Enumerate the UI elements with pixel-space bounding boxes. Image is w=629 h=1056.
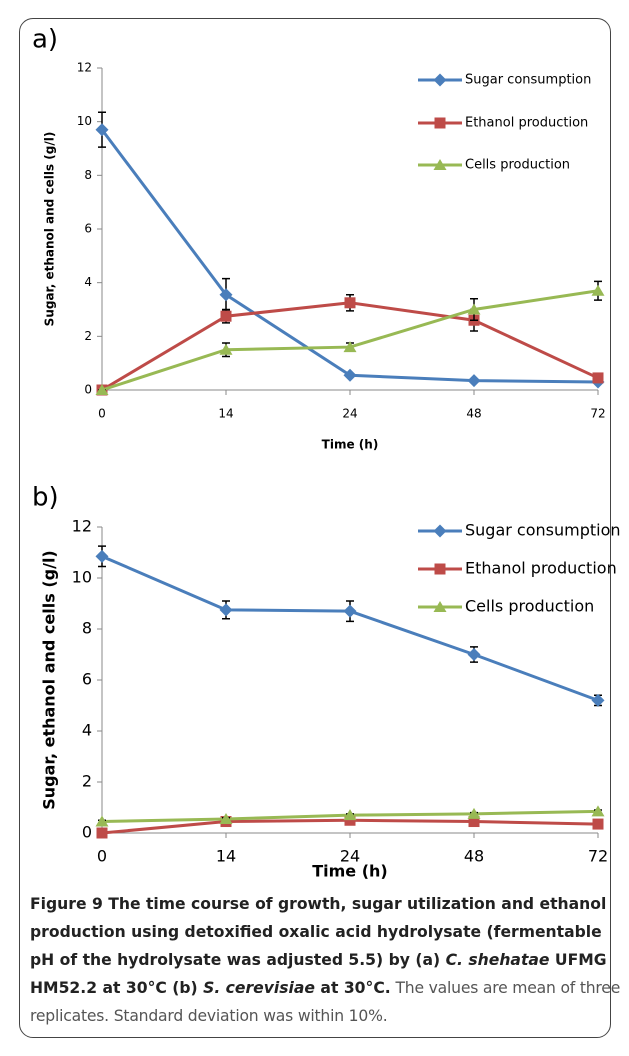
marker [219, 343, 233, 355]
marker [95, 815, 109, 827]
x-tick-label: 0 [98, 407, 106, 421]
legend-marker [433, 73, 447, 87]
legend-label: Sugar consumption [465, 521, 621, 540]
caption: Figure 9 The time course of growth, suga… [30, 890, 622, 1030]
y-axis-label: Sugar, ethanol and cells (g/l) [43, 132, 57, 327]
caption-text: Figure 9 The time course of growth, suga… [30, 895, 607, 969]
marker [344, 297, 356, 309]
marker [468, 816, 480, 828]
caption-species: C. shehatae [445, 951, 550, 969]
y-tick-label: 0 [82, 823, 92, 842]
marker [344, 814, 356, 826]
marker [96, 827, 108, 839]
y-tick-label: 4 [84, 275, 92, 289]
legend-marker [433, 159, 447, 170]
y-tick-label: 12 [72, 517, 92, 536]
legend-marker [433, 601, 447, 612]
y-tick-label: 2 [82, 772, 92, 791]
y-tick-label: 10 [77, 114, 92, 128]
x-tick-label: 72 [588, 847, 608, 866]
legend-label: Ethanol production [465, 116, 588, 131]
caption-text: UFMG HM52.2 at 30°C (b) [30, 951, 607, 997]
marker [220, 310, 232, 322]
y-tick-label: 10 [72, 568, 92, 587]
marker [343, 809, 357, 821]
caption-species: S. cerevisiae [203, 979, 315, 997]
marker [467, 374, 481, 388]
y-tick-label: 12 [77, 61, 92, 75]
marker [219, 288, 233, 302]
marker [95, 123, 109, 137]
y-tick-label: 2 [84, 329, 92, 343]
marker [219, 812, 233, 824]
marker [343, 368, 357, 382]
x-tick-label: 48 [464, 847, 484, 866]
panel-label: a) [32, 25, 58, 55]
y-tick-label: 8 [84, 168, 92, 182]
x-tick-label: 14 [216, 847, 236, 866]
marker [467, 807, 481, 819]
y-tick-label: 8 [82, 619, 92, 638]
marker [591, 693, 605, 707]
panel-label: b) [32, 483, 59, 513]
marker [343, 341, 357, 353]
marker [95, 549, 109, 563]
x-tick-label: 48 [466, 407, 481, 421]
marker [591, 805, 605, 817]
legend-label: Cells production [465, 158, 570, 173]
caption-note: The values are mean of three replicates.… [30, 979, 621, 1025]
caption-text: at 30°C. [315, 979, 391, 997]
marker [467, 303, 481, 315]
marker [592, 372, 604, 384]
marker [343, 604, 357, 618]
legend-marker [434, 563, 446, 575]
y-tick-label: 6 [84, 222, 92, 236]
marker [467, 648, 481, 661]
legend-label: Ethanol production [465, 559, 617, 578]
x-tick-label: 14 [218, 407, 233, 421]
x-tick-label: 0 [97, 847, 107, 866]
legend-marker [433, 524, 447, 538]
marker [591, 284, 605, 296]
x-tick-label: 24 [342, 407, 357, 421]
series-line [101, 554, 599, 702]
marker [219, 603, 233, 617]
x-tick-label: 24 [340, 847, 360, 866]
legend-label: Cells production [465, 597, 594, 616]
y-tick-label: 4 [82, 721, 92, 740]
legend-marker [434, 117, 446, 129]
y-tick-label: 0 [84, 383, 92, 397]
x-axis-label: Time (h) [312, 862, 388, 881]
x-tick-label: 72 [590, 407, 605, 421]
marker [95, 384, 109, 395]
x-axis-label: Time (h) [322, 438, 379, 452]
marker [592, 818, 604, 830]
figure-frame [19, 18, 611, 1038]
y-axis-label: Sugar, ethanol and cells (g/l) [40, 550, 59, 810]
legend-label: Sugar consumption [465, 73, 591, 88]
y-tick-label: 6 [82, 670, 92, 689]
